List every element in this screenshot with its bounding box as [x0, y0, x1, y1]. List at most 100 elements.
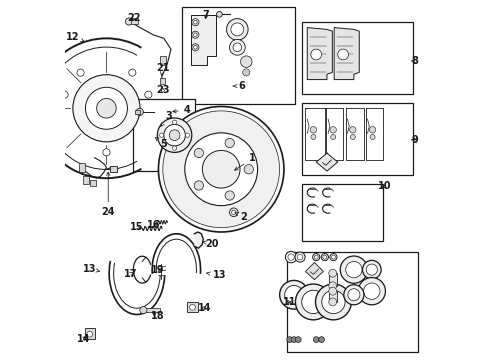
Bar [286, 252, 417, 352]
Polygon shape [190, 15, 215, 65]
Circle shape [77, 69, 84, 76]
Circle shape [158, 107, 284, 232]
Circle shape [284, 285, 303, 304]
Circle shape [172, 146, 176, 150]
Circle shape [309, 127, 316, 133]
Circle shape [102, 149, 110, 156]
Bar [83, 176, 89, 184]
Circle shape [295, 284, 330, 320]
Bar [182, 7, 294, 104]
Bar [143, 309, 159, 312]
Circle shape [368, 127, 375, 133]
Circle shape [216, 12, 222, 17]
Circle shape [169, 130, 180, 140]
Bar [131, 18, 138, 24]
Circle shape [297, 255, 302, 260]
Circle shape [229, 208, 238, 217]
Circle shape [193, 45, 197, 49]
Circle shape [279, 280, 308, 309]
Circle shape [163, 125, 185, 146]
Circle shape [163, 111, 279, 228]
Circle shape [328, 269, 336, 277]
Text: 16: 16 [147, 220, 161, 230]
Circle shape [224, 191, 234, 200]
Circle shape [363, 283, 379, 300]
Circle shape [328, 282, 336, 290]
Circle shape [322, 255, 326, 259]
Bar [84, 328, 94, 338]
Text: 6: 6 [233, 81, 245, 91]
Polygon shape [305, 262, 323, 280]
Circle shape [159, 133, 163, 137]
Circle shape [313, 337, 319, 342]
Bar [160, 78, 165, 84]
Circle shape [193, 21, 197, 24]
Bar [301, 184, 382, 241]
Circle shape [202, 150, 240, 188]
Circle shape [362, 260, 380, 279]
Text: 17: 17 [123, 269, 137, 279]
Circle shape [287, 254, 294, 260]
Bar [110, 166, 117, 172]
Bar [132, 99, 195, 171]
Bar [79, 163, 85, 172]
Text: 1: 1 [234, 153, 256, 170]
Bar [328, 291, 336, 302]
Circle shape [244, 165, 253, 174]
Circle shape [184, 133, 257, 206]
Circle shape [242, 69, 249, 76]
Circle shape [345, 261, 361, 278]
Circle shape [328, 287, 336, 295]
Circle shape [231, 210, 235, 215]
Circle shape [321, 290, 345, 314]
Bar [328, 273, 336, 286]
Circle shape [193, 33, 197, 37]
Circle shape [240, 56, 251, 67]
Circle shape [140, 307, 147, 314]
Circle shape [128, 69, 136, 76]
Text: 14: 14 [77, 333, 90, 343]
Circle shape [285, 251, 296, 263]
Circle shape [328, 298, 336, 306]
Text: 3: 3 [161, 111, 171, 126]
Circle shape [229, 40, 244, 55]
Circle shape [233, 43, 241, 51]
Circle shape [61, 91, 68, 98]
Circle shape [357, 278, 385, 305]
Text: 23: 23 [156, 85, 169, 95]
Circle shape [337, 49, 348, 60]
Bar [135, 110, 140, 114]
Polygon shape [194, 232, 203, 248]
Text: 2: 2 [234, 212, 246, 222]
Bar [187, 302, 197, 312]
Text: 12: 12 [66, 32, 84, 42]
Circle shape [349, 127, 355, 133]
Circle shape [191, 31, 199, 39]
Circle shape [189, 305, 195, 310]
Circle shape [310, 134, 315, 139]
Circle shape [314, 255, 318, 259]
Circle shape [157, 118, 191, 152]
Circle shape [194, 181, 203, 190]
Bar [90, 180, 96, 186]
Bar [301, 22, 412, 94]
Text: 15: 15 [129, 222, 142, 232]
Circle shape [85, 87, 127, 129]
Text: 13: 13 [82, 264, 100, 274]
Circle shape [329, 127, 336, 133]
Text: 10: 10 [377, 181, 390, 192]
Text: 22: 22 [127, 13, 141, 23]
Text: 8: 8 [410, 56, 417, 66]
Text: 9: 9 [410, 135, 417, 145]
Circle shape [301, 290, 325, 314]
Circle shape [340, 256, 367, 283]
Circle shape [194, 148, 203, 158]
Polygon shape [316, 153, 337, 171]
Bar [301, 103, 412, 175]
Circle shape [349, 134, 355, 139]
Circle shape [191, 44, 199, 51]
Circle shape [86, 331, 92, 337]
Text: 7: 7 [203, 10, 209, 20]
Bar [160, 56, 166, 65]
Circle shape [191, 19, 199, 26]
